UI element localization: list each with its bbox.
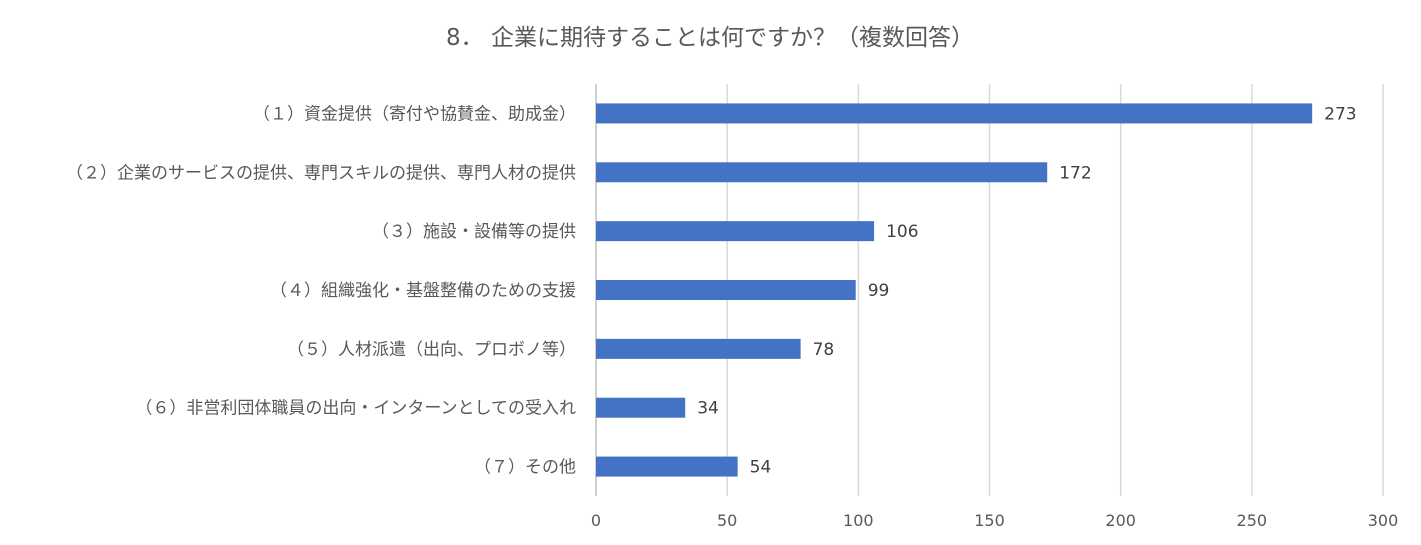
- category-label: （７）その他: [474, 458, 576, 478]
- data-label: 54: [750, 458, 772, 478]
- bar: [596, 338, 801, 359]
- data-label: 106: [886, 222, 918, 242]
- category-label: （６）非営利団体職員の出向・インターンとしての受入れ: [135, 399, 576, 419]
- x-tick-labels: 0 50 100 150 200 250 300: [591, 511, 1398, 530]
- x-tick-label: 250: [1237, 511, 1268, 530]
- data-label: 78: [813, 340, 835, 360]
- category-label: （１）資金提供（寄付や協賛金、助成金）: [253, 104, 576, 124]
- x-tick-label: 100: [843, 511, 874, 530]
- chart-title: 8． 企業に期待することは何ですか？（複数回答）: [446, 25, 974, 51]
- data-label: 273: [1324, 104, 1356, 124]
- bar: [596, 221, 875, 242]
- category-labels: （１）資金提供（寄付や協賛金、助成金） （２）企業のサービスの提供、専門スキルの提…: [66, 104, 576, 477]
- data-label: 99: [868, 281, 890, 301]
- x-tick-label: 200: [1105, 511, 1136, 530]
- bar: [596, 456, 738, 477]
- data-label: 34: [697, 399, 719, 419]
- category-label: （３）施設・設備等の提供: [372, 222, 576, 242]
- x-tick-label: 300: [1368, 511, 1399, 530]
- bars: [596, 103, 1313, 477]
- value-labels: 273 172 106 99 78 34 54: [697, 104, 1356, 477]
- x-tick-label: 50: [717, 511, 737, 530]
- category-label: （２）企業のサービスの提供、専門スキルの提供、専門人材の提供: [66, 163, 576, 183]
- bar: [596, 397, 686, 418]
- data-label: 172: [1059, 163, 1091, 183]
- category-label: （４）組織強化・基盤整備のための支援: [270, 281, 576, 301]
- x-tick-label: 150: [974, 511, 1005, 530]
- grid-lines: [595, 84, 1384, 496]
- x-tick-label: 0: [591, 511, 601, 530]
- bar: [596, 280, 856, 300]
- category-label: （５）人材派遣（出向、プロボノ等）: [287, 340, 576, 360]
- bar: [596, 162, 1048, 183]
- bar: [596, 103, 1313, 124]
